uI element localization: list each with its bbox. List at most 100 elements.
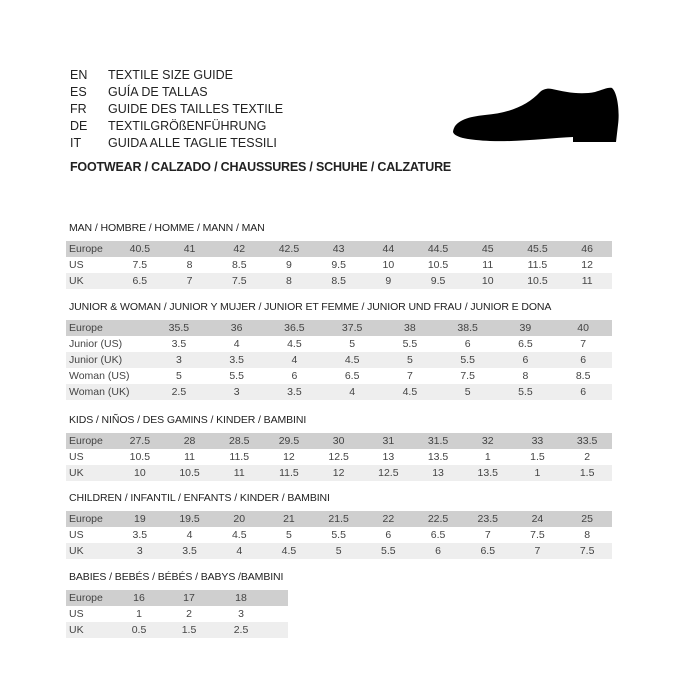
size-cell: 38.5 [438, 320, 497, 336]
row-label: US [69, 259, 84, 271]
guide-title: TEXTILGRÖßENFÜHRUNG [108, 119, 267, 133]
size-cell: 6.5 [344, 370, 360, 382]
size-cell: 9.5 [331, 259, 346, 271]
language-list: EN TEXTILE SIZE GUIDE ES GUÍA DE TALLAS FR GU… [70, 67, 283, 152]
size-cell: 10.5 [164, 465, 215, 481]
size-cell: 1.5 [530, 451, 545, 463]
section-title: JUNIOR & WOMAN / JUNIOR Y MUJER / JUNIOR… [69, 301, 552, 313]
size-cell: 7.5 [214, 273, 265, 289]
row-label: UK [66, 543, 115, 559]
size-cell: 11 [184, 451, 195, 463]
section-title: KIDS / NIÑOS / DES GAMINS / KINDER / BAM… [69, 414, 307, 426]
size-cell: 31.5 [413, 433, 463, 449]
size-cell: 22.5 [413, 511, 463, 527]
size-cell: 5 [175, 370, 182, 382]
language-code: ES [70, 85, 87, 99]
row-label: UK [66, 465, 115, 481]
size-cell: 2.5 [215, 622, 267, 638]
row-label: US [69, 529, 84, 541]
language-code: EN [70, 68, 88, 82]
size-cell: 19 [115, 511, 165, 527]
size-cell: 35.5 [150, 320, 208, 336]
size-cell: 3 [207, 384, 266, 400]
size-cell: 32 [462, 433, 513, 449]
size-cell: 5.5 [496, 384, 555, 400]
size-cell: 5.5 [438, 352, 497, 368]
size-cell: 25 [562, 511, 612, 527]
size-cell: 7 [484, 529, 491, 541]
size-cell: 41 [164, 241, 215, 257]
size-cell: 1.5 [163, 622, 215, 638]
size-cell: 3 [238, 608, 244, 620]
section-title: CHILDREN / INFANTIL / ENFANTS / KINDER /… [69, 492, 330, 504]
size-cell: 1.5 [562, 465, 612, 481]
size-cell: 21 [264, 511, 314, 527]
size-cell: 11 [214, 465, 265, 481]
size-cell: 7.5 [530, 529, 545, 541]
size-cell: 45 [462, 241, 513, 257]
size-cell: 10 [382, 259, 395, 271]
size-cell: 6 [554, 384, 612, 400]
size-cell: 12 [313, 465, 364, 481]
size-cell: 3.5 [265, 384, 324, 400]
shoe-icon [453, 87, 619, 142]
size-cell: 7 [406, 370, 413, 382]
size-cell: 36 [207, 320, 266, 336]
size-cell: 4 [323, 384, 381, 400]
size-cell: 46 [562, 241, 612, 257]
size-cell: 29.5 [264, 433, 314, 449]
size-cell: 5.5 [363, 543, 414, 559]
size-cell: 3 [115, 543, 165, 559]
size-cell: 4 [233, 338, 240, 350]
filler-cell [267, 606, 288, 622]
language-row: DE TEXTILGRÖßENFÜHRUNG [70, 118, 283, 135]
size-cell: 5 [313, 543, 364, 559]
guide-title: GUÍA DE TALLAS [108, 85, 208, 99]
size-cell: 19.5 [164, 511, 215, 527]
size-cell: 7.5 [132, 259, 148, 271]
size-cell: 10.5 [129, 451, 151, 463]
size-cell: 45.5 [512, 241, 563, 257]
row-label: Europe [66, 590, 115, 606]
size-cell: 7.5 [460, 370, 475, 382]
size-cell: 23.5 [462, 511, 513, 527]
size-cell: 12.5 [363, 465, 414, 481]
size-cell: 7 [512, 543, 563, 559]
size-cell: 6 [496, 352, 555, 368]
size-cell: 2 [186, 608, 192, 620]
footwear-title: FOOTWEAR / CALZADO / CHAUSSURES / SCHUHE… [70, 160, 452, 174]
section-title: BABIES / BEBÉS / BÉBÉS / BABYS /BAMBINI [69, 571, 284, 583]
size-cell: 6 [291, 370, 298, 382]
size-cell: 5 [286, 529, 292, 541]
size-cell: 27.5 [115, 433, 165, 449]
size-table: Europe 27.5 28 28.5 29.5 30 31 31.5 32 33 33.5 US 10… [66, 433, 612, 481]
size-cell: 10.5 [427, 259, 449, 271]
size-cell: 39 [496, 320, 555, 336]
size-cell: 13.5 [427, 451, 449, 463]
row-label: Woman (US) [69, 370, 130, 382]
size-cell: 20 [214, 511, 265, 527]
language-row: FR GUIDE DES TAILLES TEXTILE [70, 101, 283, 118]
size-cell: 8.5 [575, 370, 591, 382]
size-cell: 6 [385, 529, 392, 541]
size-cell: 4.5 [381, 384, 439, 400]
row-label: UK [66, 622, 115, 638]
size-cell: 13 [413, 465, 463, 481]
size-cell: 12 [581, 259, 593, 271]
row-label: Junior (UK) [66, 352, 150, 368]
row-label: UK [66, 273, 115, 289]
size-cell: 33.5 [562, 433, 612, 449]
size-cell: 6 [413, 543, 463, 559]
size-cell: 21.5 [313, 511, 364, 527]
size-cell: 11.5 [264, 465, 314, 481]
size-cell: 12 [283, 451, 295, 463]
size-cell: 6.5 [115, 273, 165, 289]
language-row: IT GUIDA ALLE TAGLIE TESSILI [70, 135, 283, 152]
size-cell: 4.5 [231, 529, 247, 541]
size-cell: 7 [164, 273, 215, 289]
size-cell: 5 [381, 352, 439, 368]
language-row: EN TEXTILE SIZE GUIDE [70, 67, 283, 84]
size-cell: 8 [584, 529, 591, 541]
size-cell: 4 [186, 529, 193, 541]
size-cell: 5.5 [331, 529, 346, 541]
